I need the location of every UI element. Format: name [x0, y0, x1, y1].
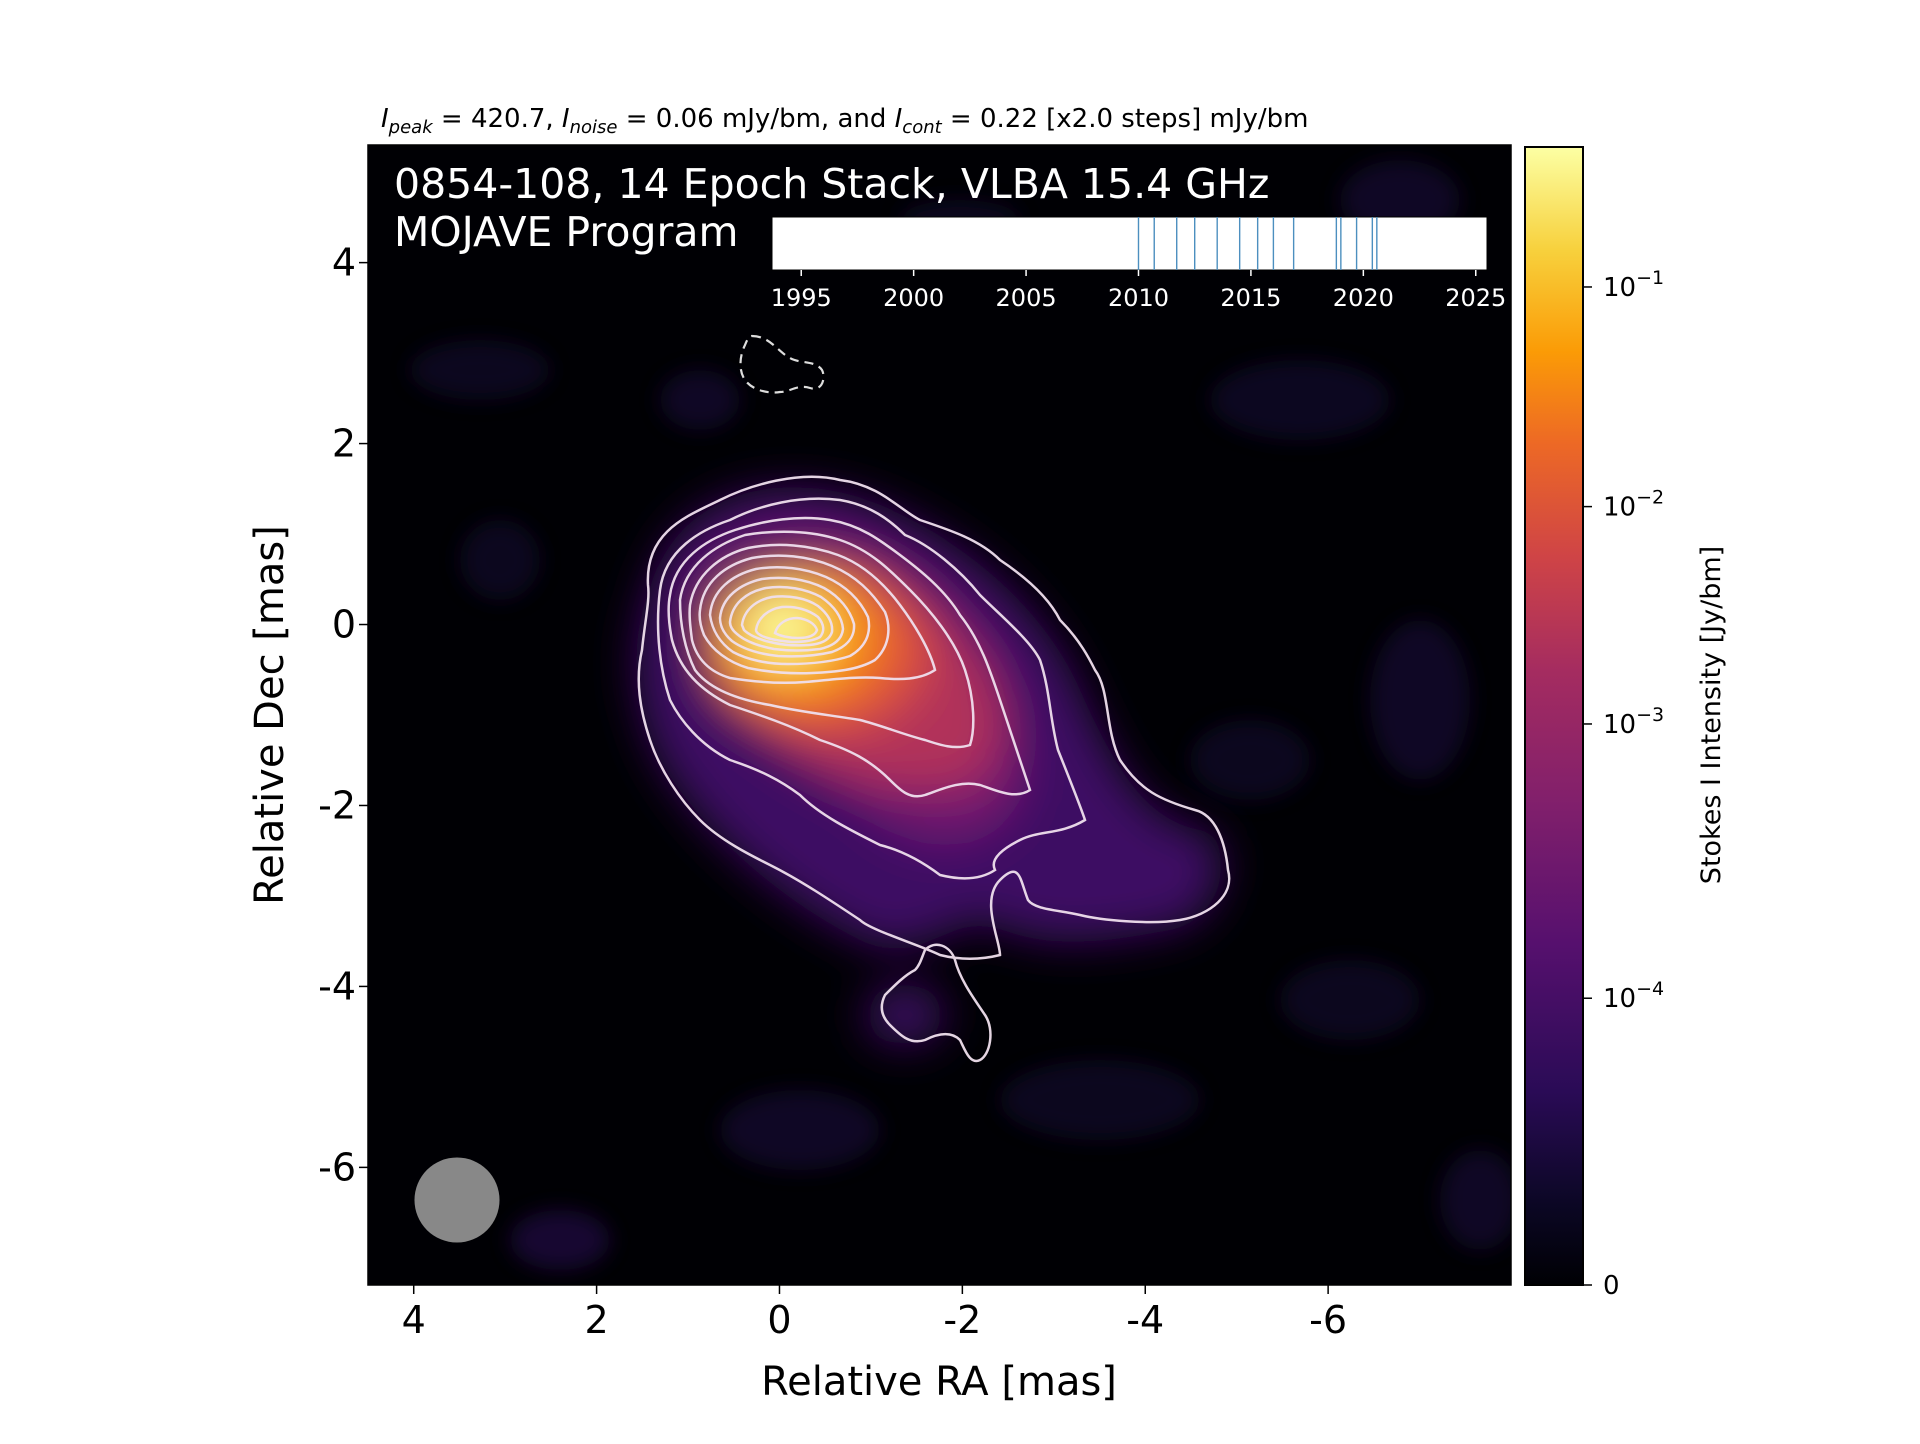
contour-level-2 [656, 497, 1087, 880]
beam-ellipse [414, 1157, 500, 1243]
contour-level-6 [698, 554, 890, 675]
timeline-tick-label: 2005 [996, 284, 1057, 312]
contour-level-12 [773, 616, 819, 640]
intensity-map [410, 160, 1511, 1270]
negative-contour [739, 334, 825, 394]
y-tick-label: -4 [318, 964, 356, 1008]
y-axis-ticks: 4 2 0 -2 -4 -6 [318, 241, 368, 1189]
colorbar-ticks: 10−1 10−2 10−3 10−4 0 [1583, 267, 1664, 1301]
image-panel [367, 144, 1512, 1286]
colorbar-gradient [1524, 146, 1584, 1286]
timeline-tick-label: 2015 [1220, 284, 1281, 312]
y-tick-label: 4 [332, 241, 356, 285]
i-cont-subscript: cont [902, 117, 942, 138]
colorbar-label: Stokes I Intensity [Jy/bm] [1696, 546, 1727, 884]
contour-level-11 [754, 605, 825, 644]
i-cont-value: = 0.22 [x2.0 steps] mJy/bm [942, 104, 1309, 134]
contour-level-3 [667, 516, 1032, 798]
y-tick-label: 0 [332, 603, 356, 647]
contour-knot [880, 943, 992, 1063]
contour-level-10 [740, 595, 834, 647]
contour-level-8 [718, 576, 856, 658]
contour-level-4 [678, 530, 975, 749]
i-noise-symbol: I [562, 104, 570, 134]
timeline-ticks: 1995 2000 2005 2010 2015 2020 2025 [771, 270, 1506, 312]
colorbar-tick-label: 10−1 [1603, 267, 1664, 303]
y-tick-label: 2 [332, 422, 356, 466]
colorbar-tick-label: 10−4 [1603, 978, 1664, 1014]
epoch-lines [1137, 217, 1378, 270]
image-frame [367, 144, 1512, 1286]
epoch-timeline: 1995 2000 2005 2010 2015 2020 2025 [771, 216, 1506, 312]
x-axis-label: Relative RA [mas] [761, 1359, 1117, 1405]
timeline-tick-label: 1995 [771, 284, 832, 312]
i-noise-subscript: noise [570, 117, 618, 138]
header-stats-text: Ipeak = 420.7, Inoise = 0.06 mJy/bm, and… [381, 104, 1308, 138]
overlay-title-line2: MOJAVE Program [394, 208, 738, 256]
y-tick-label: -6 [318, 1145, 356, 1189]
x-axis-ticks: 4 2 0 -2 -4 -6 [402, 1285, 1347, 1342]
i-peak-symbol: I [381, 104, 389, 134]
contour-level-1 [637, 475, 1231, 960]
timeline-tick-label: 2020 [1333, 284, 1394, 312]
y-axis-label: Relative Dec [mas] [247, 525, 293, 905]
colorbar: 10−1 10−2 10−3 10−4 0 Stokes I Intensity [Jy… [1524, 146, 1727, 1301]
x-tick-label: -6 [1309, 1298, 1347, 1342]
contour-level-9 [728, 585, 845, 652]
contour-level-5 [688, 543, 937, 685]
timeline-tick-label: 2025 [1445, 284, 1506, 312]
i-peak-value: = 420.7, [433, 104, 562, 134]
timeline-tick-label: 2010 [1108, 284, 1169, 312]
contours [637, 475, 1231, 1063]
timeline-tick-label: 2000 [883, 284, 944, 312]
contour-level-7 [708, 566, 871, 666]
overlay-title-line1: 0854-108, 14 Epoch Stack, VLBA 15.4 GHz [394, 160, 1269, 208]
x-tick-label: -2 [943, 1298, 981, 1342]
timeline-box [771, 216, 1488, 271]
i-noise-value: = 0.06 mJy/bm, and [617, 104, 894, 134]
x-tick-label: -4 [1126, 1298, 1164, 1342]
colorbar-tick-label: 10−2 [1603, 487, 1664, 523]
colorbar-tick-label: 10−3 [1603, 704, 1664, 740]
y-tick-label: -2 [318, 783, 356, 827]
x-tick-label: 0 [767, 1298, 791, 1342]
x-tick-label: 4 [402, 1298, 426, 1342]
x-tick-label: 2 [585, 1298, 609, 1342]
i-peak-subscript: peak [388, 117, 435, 138]
i-cont-symbol: I [895, 104, 903, 134]
colorbar-tick-label: 0 [1603, 1271, 1620, 1301]
